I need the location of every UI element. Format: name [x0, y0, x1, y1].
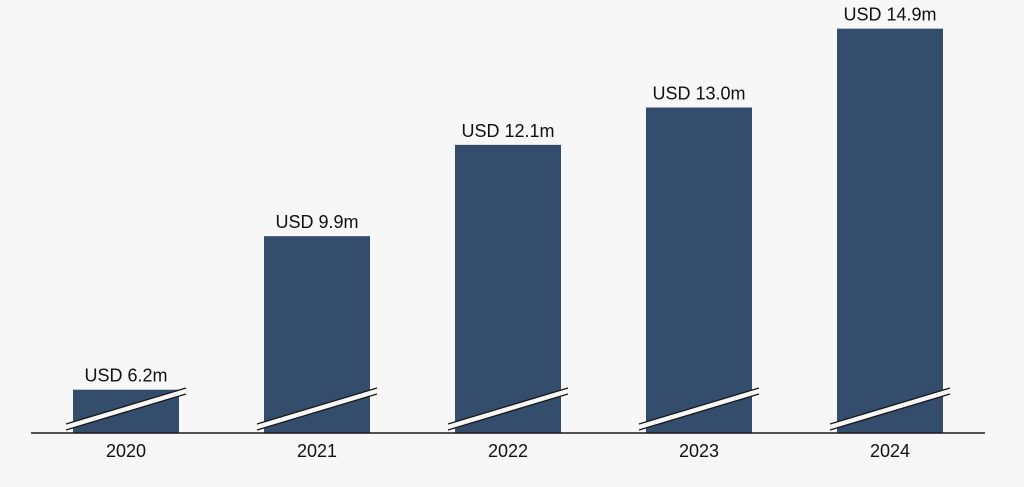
axis-break-group	[65, 387, 951, 431]
x-tick-label-2022: 2022	[488, 441, 528, 461]
bar-2023	[646, 107, 752, 433]
axis-break-2024	[829, 387, 951, 431]
value-label-2020: USD 6.2m	[84, 366, 167, 386]
x-tick-label-2024: 2024	[870, 441, 910, 461]
x-tick-labels-group: 2020 2021 2022 2023 2024	[106, 441, 910, 461]
axis-break-2023	[638, 387, 760, 431]
axis-break-2020	[65, 387, 187, 431]
value-label-2022: USD 12.1m	[461, 121, 554, 141]
value-label-2021: USD 9.9m	[275, 212, 358, 232]
value-label-2023: USD 13.0m	[652, 84, 745, 104]
x-tick-label-2020: 2020	[106, 441, 146, 461]
bar-2022	[455, 144, 561, 433]
bars-group	[73, 28, 943, 434]
x-tick-label-2021: 2021	[297, 441, 337, 461]
value-labels-group: USD 6.2m USD 9.9m USD 12.1m USD 13.0m USD 14…	[84, 5, 936, 386]
x-tick-label-2023: 2023	[679, 441, 719, 461]
bar-2024	[837, 28, 943, 434]
axis-break-2021	[256, 387, 378, 431]
bar-2021	[264, 236, 370, 433]
value-label-2024: USD 14.9m	[843, 5, 936, 25]
axis-break-2022	[447, 387, 569, 431]
